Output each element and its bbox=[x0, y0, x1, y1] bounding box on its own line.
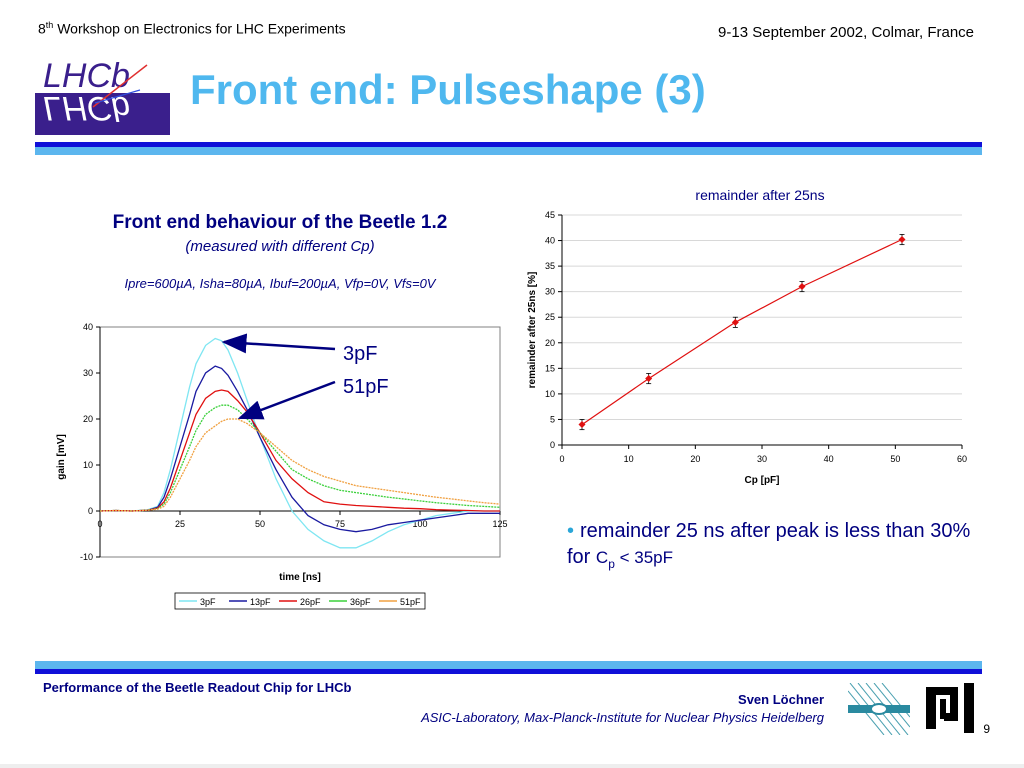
pulse-legend-label: 3pF bbox=[200, 597, 216, 607]
pulse-y-tick-label: 0 bbox=[88, 506, 93, 516]
lhcb-logo: LHCb LHCb bbox=[35, 45, 170, 135]
bullet-tail: < 35pF bbox=[614, 548, 673, 567]
pulse-y-tick-label: 20 bbox=[83, 414, 93, 424]
pulse-legend: 3pF 13pF 26pF 36pF 51pF bbox=[174, 592, 426, 610]
rem-y-tick-label: 40 bbox=[545, 236, 555, 246]
pulse-y-tick-label: 40 bbox=[83, 322, 93, 332]
rem-x-tick-label: 50 bbox=[890, 454, 900, 464]
pulse-y-tick-label: 30 bbox=[83, 368, 93, 378]
pulse-series-line bbox=[99, 389, 500, 512]
rem-y-tick-label: 0 bbox=[550, 440, 555, 450]
rem-x-tick-label: 60 bbox=[957, 454, 967, 464]
rem-data-point bbox=[731, 318, 739, 326]
rem-data-point bbox=[798, 283, 806, 291]
pulse-x-tick-label: 0 bbox=[97, 519, 102, 529]
pulse-x-tick-label: 25 bbox=[175, 519, 185, 529]
pulse-x-tick-label: 75 bbox=[335, 519, 345, 529]
rem-x-tick-label: 10 bbox=[624, 454, 634, 464]
bullet-text: remainder 25 ns after peak is less than … bbox=[567, 520, 971, 568]
annotation-arrows: 3pF 51pF bbox=[221, 333, 389, 420]
rem-data-point bbox=[578, 421, 586, 429]
annotation-3pf: 3pF bbox=[343, 343, 377, 365]
arrow-51pf bbox=[237, 380, 336, 420]
top-bar-light bbox=[35, 147, 982, 155]
pulse-x-axis-label: time [ns] bbox=[279, 572, 321, 583]
mpi-logo bbox=[926, 683, 974, 733]
logo-track-line bbox=[92, 64, 148, 108]
pulse-series-line bbox=[99, 418, 501, 512]
left-subheading: (measured with different Cp) bbox=[185, 238, 375, 255]
annotation-51pf: 51pF bbox=[343, 376, 389, 398]
rem-y-tick-label: 45 bbox=[545, 210, 555, 220]
bottom-strip bbox=[0, 764, 1024, 768]
pulse-legend-box bbox=[174, 592, 426, 610]
pulse-x-tick-label: 50 bbox=[255, 519, 265, 529]
bullet-symbol: C bbox=[595, 548, 609, 567]
pulseshape-chart: -10 0 10 20 30 40 0 25 50 75 100 125 time [ns] gain… bbox=[56, 322, 508, 610]
rem-y-tick-label: 5 bbox=[550, 414, 555, 424]
bottom-bar-light bbox=[35, 661, 982, 669]
lhcb-logo-graphic: LHCb LHCb bbox=[35, 45, 170, 135]
rem-y-tick-label: 30 bbox=[545, 287, 555, 297]
top-bar-dark bbox=[35, 142, 982, 147]
rem-y-tick-label: 35 bbox=[545, 261, 555, 271]
remainder-y-axis-label: remainder after 25ns [%] bbox=[527, 272, 538, 389]
slide-title: Front end: Pulseshape (3) bbox=[190, 66, 706, 113]
rem-y-tick-label: 25 bbox=[545, 312, 555, 322]
logo-text-bottom: LHCb bbox=[43, 89, 130, 127]
pulse-y-axis-label: gain [mV] bbox=[56, 434, 67, 480]
page-number: 9 bbox=[983, 722, 990, 736]
pulse-x-tick-label: 125 bbox=[492, 519, 507, 529]
rem-data-point bbox=[645, 375, 653, 383]
pulse-y-tick-label: 10 bbox=[83, 460, 93, 470]
bullet-point: • remainder 25 ns after peak is less than… bbox=[567, 518, 987, 573]
rem-series-line bbox=[581, 238, 903, 426]
rem-y-tick-label: 15 bbox=[545, 363, 555, 373]
logo-track-line-2 bbox=[94, 89, 141, 104]
footer-author: Sven Löchner bbox=[738, 692, 824, 707]
pulse-x-tick-label: 100 bbox=[412, 519, 427, 529]
pulse-legend-label: 13pF bbox=[250, 597, 271, 607]
rem-x-tick-label: 0 bbox=[559, 454, 564, 464]
bullet-subscript: p bbox=[608, 557, 615, 571]
date-place: 9-13 September 2002, Colmar, France bbox=[718, 24, 974, 41]
workshop-title: 8th Workshop on Electronics for LHC Expe… bbox=[38, 20, 346, 37]
remainder-chart: remainder after 25ns 0 5 10 15 20 25 30 35 40 45 0… bbox=[527, 187, 967, 486]
rem-y-tick-label: 10 bbox=[545, 389, 555, 399]
footer-organization: ASIC-Laboratory, Max-Planck-Institute fo… bbox=[421, 710, 824, 725]
rem-x-tick-label: 40 bbox=[824, 454, 834, 464]
remainder-chart-title: remainder after 25ns bbox=[695, 187, 824, 203]
rem-data-point bbox=[898, 236, 906, 244]
remainder-x-axis-label: Cp [pF] bbox=[745, 475, 780, 486]
rem-x-tick-label: 20 bbox=[690, 454, 700, 464]
arrow-3pf bbox=[221, 333, 336, 354]
pulse-series-line bbox=[99, 404, 501, 512]
pulse-legend-label: 26pF bbox=[300, 597, 321, 607]
left-heading: Front end behaviour of the Beetle 1.2 bbox=[112, 212, 448, 233]
rem-x-tick-label: 30 bbox=[757, 454, 767, 464]
footer-talk-title: Performance of the Beetle Readout Chip f… bbox=[43, 680, 352, 695]
bullet-dot-icon: • bbox=[567, 520, 575, 542]
bias-parameters: Ipre=600µA, Isha=80µA, Ibuf=200µA, Vfp=0… bbox=[124, 276, 436, 291]
pulse-legend-label: 36pF bbox=[350, 597, 371, 607]
pulse-legend-label: 51pF bbox=[400, 597, 421, 607]
asic-lab-logo bbox=[848, 683, 910, 735]
rem-y-tick-label: 20 bbox=[545, 338, 555, 348]
pulse-y-tick-label: -10 bbox=[80, 552, 93, 562]
bottom-bar-dark bbox=[35, 669, 982, 674]
